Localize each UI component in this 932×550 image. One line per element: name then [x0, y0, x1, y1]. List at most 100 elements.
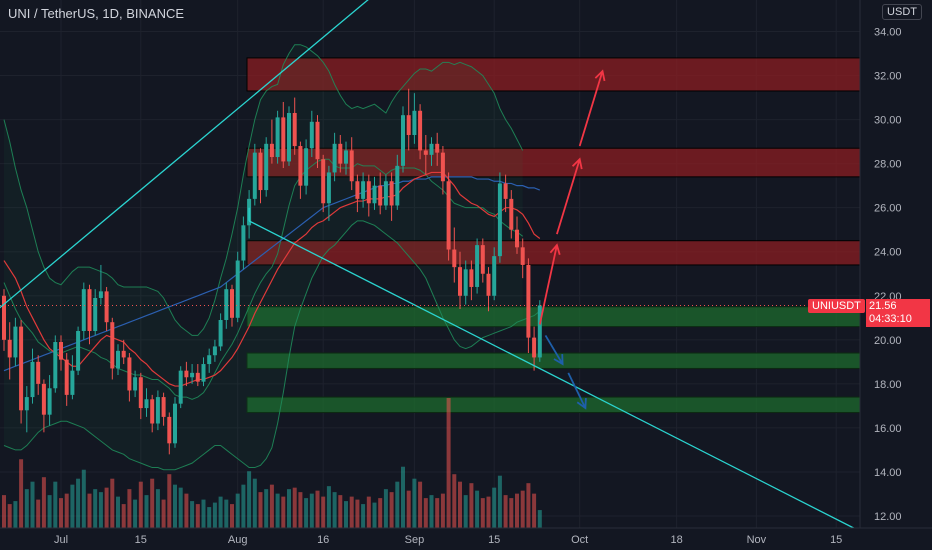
volume-bar	[195, 504, 200, 528]
volume-bar	[486, 496, 491, 528]
volume-bar	[167, 474, 172, 528]
projection-arrow-up	[556, 157, 583, 235]
price-axis-label: 28.00	[874, 159, 902, 171]
bollinger-band-fill	[4, 44, 523, 470]
volume-bar	[13, 501, 18, 528]
candle-body	[480, 245, 485, 274]
volume-bar	[155, 489, 160, 528]
currency-badge[interactable]: USDT	[882, 4, 922, 20]
candle-body	[537, 305, 542, 358]
volume-bar	[401, 466, 405, 528]
volume-bar	[475, 490, 480, 528]
candle-body	[7, 339, 12, 358]
volume-bar	[332, 492, 337, 528]
candle-body	[315, 121, 320, 160]
time-axis-label: Jul	[54, 534, 68, 546]
volume-bar	[372, 502, 377, 528]
volume-bar	[469, 483, 474, 528]
candle-body	[304, 148, 309, 186]
arrow-head	[549, 243, 561, 255]
volume-bar	[19, 459, 24, 528]
candle-body	[110, 322, 115, 369]
volume-bar	[104, 487, 109, 528]
volume-bar	[2, 495, 6, 528]
volume-bar	[435, 498, 440, 528]
volume-bar	[218, 496, 223, 528]
volume-bar	[47, 495, 52, 528]
candle-body	[133, 377, 138, 391]
bollinger-lower-line	[3, 220, 541, 471]
volume-bar	[110, 478, 115, 528]
volume-bar	[36, 499, 41, 528]
candle-body	[218, 319, 223, 347]
volume-bar	[230, 504, 234, 528]
volume-bar	[207, 507, 212, 528]
volume-bar	[121, 504, 126, 528]
volume-bar	[344, 501, 348, 528]
support-zone	[246, 396, 866, 413]
price-axis-label: 32.00	[874, 71, 902, 83]
candle-body	[64, 359, 69, 395]
candle-body	[355, 181, 360, 199]
candle-body	[515, 229, 519, 248]
candle-body	[372, 185, 377, 204]
last-price-tag: 21.56 04:33:10	[866, 299, 930, 327]
volume-bar	[503, 495, 508, 528]
volume-bar	[395, 481, 400, 528]
candle-body	[190, 372, 195, 378]
candle-body	[469, 269, 474, 287]
candle-body	[349, 150, 354, 182]
candle-body	[161, 397, 166, 417]
candle-body	[429, 143, 434, 155]
volume-bar	[138, 481, 143, 528]
volume-bar	[269, 484, 274, 528]
volume-bar	[81, 469, 86, 528]
volume-bar	[190, 501, 195, 528]
volume-bar	[30, 481, 35, 528]
candle-body	[155, 397, 160, 424]
candle-body	[321, 159, 326, 204]
price-axis-label: 26.00	[874, 203, 902, 215]
volume-bar	[275, 493, 280, 528]
volume-bar	[178, 487, 183, 528]
candle-body	[361, 181, 366, 199]
price-axis-label: 30.00	[874, 115, 902, 127]
arrow-head	[571, 157, 583, 170]
candle-body	[47, 388, 52, 415]
last-price: 21.56	[869, 300, 897, 312]
candle-body	[401, 115, 405, 166]
candle-body	[332, 143, 337, 173]
candle-body	[520, 247, 525, 265]
candle-body	[378, 185, 383, 206]
price-axis-label: 16.00	[874, 423, 902, 435]
candle-body	[463, 269, 468, 296]
resistance-zone	[246, 57, 866, 92]
candle-body	[235, 260, 240, 318]
bar-countdown: 04:33:10	[869, 313, 912, 325]
candle-body	[127, 357, 132, 391]
candle-body	[269, 143, 274, 158]
volume-bar	[509, 498, 514, 528]
candle-body	[344, 150, 348, 164]
slow-moving-average-line	[3, 176, 541, 372]
candle-body	[309, 121, 314, 149]
price-axis-label: 20.00	[874, 335, 902, 347]
volume-bar	[24, 489, 29, 528]
candle-body	[59, 342, 63, 360]
volume-bar	[150, 478, 155, 528]
candle-body	[492, 256, 497, 296]
volume-bar	[53, 481, 58, 528]
candle-body	[526, 264, 531, 338]
volume-bar	[480, 498, 485, 528]
volume-bar	[515, 493, 519, 528]
volume-bars	[2, 398, 542, 528]
candle-body	[475, 245, 480, 287]
candle-body	[383, 181, 388, 206]
volume-bar	[429, 495, 434, 528]
time-axis-label: 16	[317, 534, 329, 546]
volume-bar	[298, 492, 303, 528]
support-zone	[246, 306, 866, 328]
candle-body	[36, 361, 41, 384]
projection-arrow-up	[578, 69, 606, 147]
